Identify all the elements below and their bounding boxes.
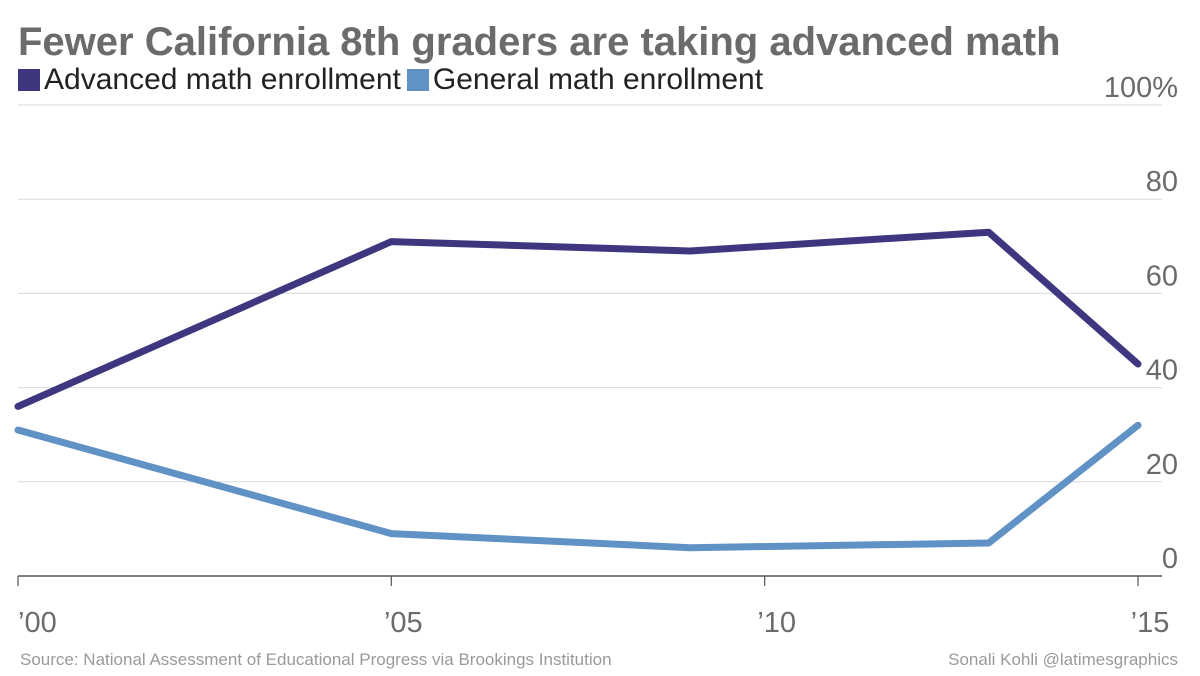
legend-item-advanced: Advanced math enrollment <box>18 63 401 97</box>
x-tick-label-2010: ’10 <box>757 607 796 639</box>
y-tick-label-60: 60 <box>1146 260 1178 292</box>
legend-label-advanced: Advanced math enrollment <box>44 63 401 96</box>
series-line-general <box>14 421 1142 552</box>
x-tick-label-2005: ’05 <box>384 607 423 639</box>
credit-note: Sonali Kohli @latimesgraphics <box>948 650 1178 669</box>
legend-item-general: General math enrollment <box>406 63 764 97</box>
chart-title: Fewer California 8th graders are taking … <box>18 20 1061 64</box>
legend-swatch-general <box>406 69 429 91</box>
y-tick-label-100: 100% <box>1104 72 1178 104</box>
y-tick-label-20: 20 <box>1146 449 1178 481</box>
x-tick-label-2000: ’00 <box>18 607 57 639</box>
chart-legend: Advanced math enrollment General math en… <box>18 62 769 98</box>
source-note: Source: National Assessment of Education… <box>20 650 612 669</box>
legend-label-general: General math enrollment <box>432 63 764 96</box>
x-tick-label-2015: ’15 <box>1131 607 1170 639</box>
y-tick-label-0: 0 <box>1162 543 1178 575</box>
y-tick-label-40: 40 <box>1146 355 1178 387</box>
y-tick-label-80: 80 <box>1146 166 1178 198</box>
legend-swatch-advanced <box>18 69 40 91</box>
series-line-advanced <box>14 228 1142 410</box>
